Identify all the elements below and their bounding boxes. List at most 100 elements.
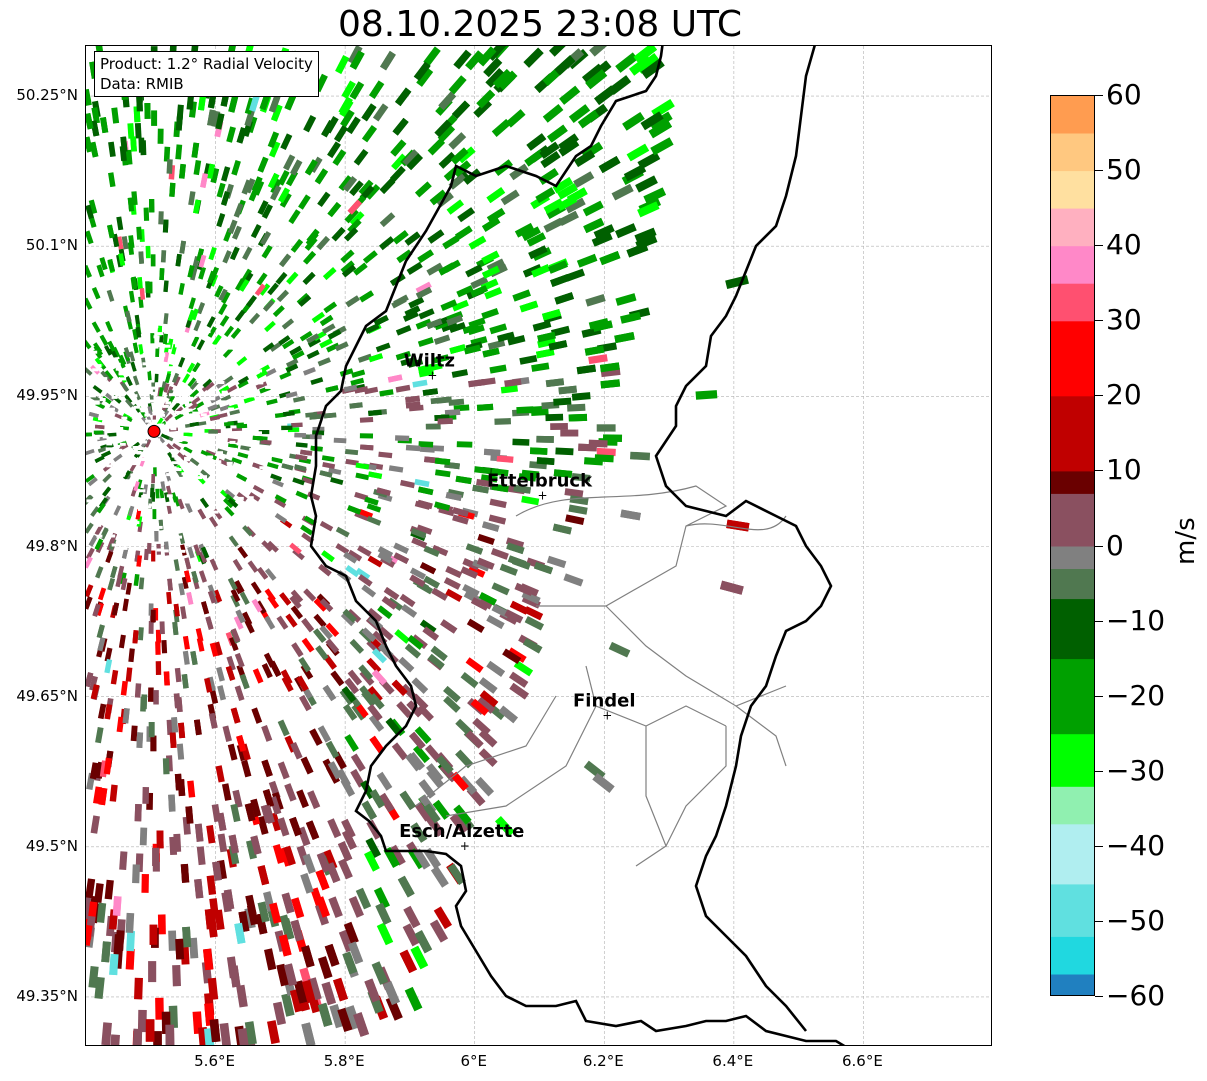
echo-pixel [361,800,377,821]
echo-pixel [719,580,744,595]
echo-pixel [332,149,347,166]
echo-pixel [467,324,485,336]
city-marker-icon: + [427,368,437,382]
echo-pixel [358,664,374,681]
echo-pixel [237,546,248,559]
echo-pixel [402,310,419,322]
echo-pixel [235,609,246,624]
echo-pixel [195,627,204,642]
echo-pixel [367,555,383,568]
echo-pixel [532,320,552,332]
echo-pixel [169,732,177,748]
echo-pixel [324,943,340,967]
echo-pixel [378,792,395,813]
echo-pixel [300,524,314,536]
echo-gap [135,450,142,454]
echo-pixel [342,951,358,975]
echo-pixel [223,497,234,509]
echo-pixel [128,351,136,362]
echo-pixel [172,372,179,383]
echo-pixel [437,418,453,425]
echo-pixel [568,504,588,515]
echo-gap [265,385,272,389]
echo-pixel [376,922,394,946]
echo-gap [176,535,182,539]
echo-pixel [377,605,393,620]
echo-pixel [148,198,155,213]
echo-pixel [523,47,544,68]
echo-pixel [488,514,507,525]
echo-pixel [465,264,483,278]
echo-pixel [207,109,216,126]
echo-pixel [409,574,426,588]
echo-pixel [206,163,216,179]
echo-pixel [615,293,637,306]
echo-pixel [558,138,580,157]
echo-pixel [325,622,340,637]
echo-pixel [102,486,112,497]
echo-pixel [283,963,298,987]
echo-gap [111,438,118,442]
echo-pixel [368,471,383,480]
echo-pixel [178,722,186,739]
echo-pixel [594,85,617,105]
echo-pixel [318,564,332,577]
echo-pixel [244,109,255,127]
echo-pixel [104,703,113,720]
echo-pixel [160,250,167,263]
echo-pixel [468,235,487,250]
echo-pixel [414,801,432,822]
echo-pixel [125,376,133,387]
echo-pixel [204,908,215,930]
echo-gap [164,344,171,348]
echo-pixel [470,597,489,611]
echo-pixel [86,448,95,456]
echo-pixel [623,164,647,182]
echo-pixel [354,491,369,501]
echo-pixel [303,114,317,133]
echo-pixel [291,642,304,658]
echo-pixel [536,435,554,443]
echo-pixel [86,584,94,598]
echo-pixel [199,497,209,509]
echo-pixel [284,92,297,111]
echo-pixel [456,285,474,298]
echo-pixel [399,790,416,811]
echo-pixel [375,342,391,353]
echo-pixel [123,347,131,358]
echo-pixel [388,465,404,473]
echo-pixel [256,272,268,286]
echo-pixel [269,341,282,352]
echo-pixel [486,660,506,677]
echo-pixel [395,324,412,336]
echo-pixel [215,765,225,783]
echo-pixel [407,634,424,650]
echo-gap [103,314,110,318]
echo-pixel [343,551,358,564]
echo-pixel [152,509,157,520]
echo-gap [170,427,177,431]
echo-pixel [131,276,138,289]
echo-pixel [108,141,116,158]
echo-pixel [472,484,490,494]
echo-pixel [277,761,290,780]
echo-pixel [240,445,251,451]
echo-pixel [86,432,92,437]
echo-gap [170,448,177,452]
echo-gap [148,399,155,403]
echo-pixel [96,902,107,923]
echo-pixel [387,374,403,383]
echo-pixel [162,219,169,233]
echo-pixel [165,1024,175,1045]
echo-gap [177,461,184,465]
echo-pixel [174,667,182,683]
echo-gap [191,416,198,419]
echo-pixel [347,218,362,234]
colorbar-tick-mark [1095,695,1103,697]
echo-pixel [177,498,185,510]
echo-gap [144,413,151,417]
lat-tick-label: 49.35°N [16,986,78,1005]
echo-pixel [100,370,110,381]
echo-pixel [303,250,317,265]
echo-pixel [472,559,490,572]
